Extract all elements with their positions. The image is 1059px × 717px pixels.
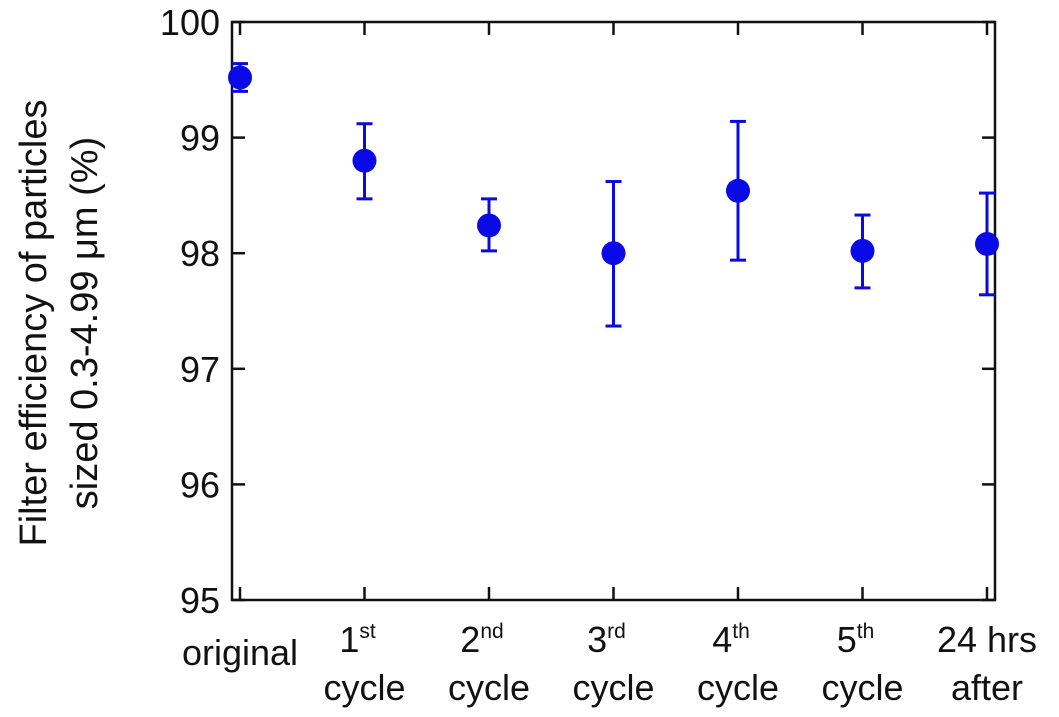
x-category-label-line2: cycle <box>323 667 405 708</box>
data-point <box>975 231 999 256</box>
data-point <box>601 241 626 266</box>
x-category-label-main: 5 <box>837 619 857 660</box>
y-tick-label: 100 <box>160 2 220 43</box>
x-category-label-line2: cycle <box>821 667 903 708</box>
x-category-label-main: 4 <box>712 619 732 660</box>
x-ticks: original 1stcycle2ndcycle3rdcycle4thcycle… <box>182 22 1037 708</box>
y-ticks: 95 96 97 98 99 100 <box>160 2 995 621</box>
data-point <box>850 238 875 263</box>
x-category-label-main: 24 hrs <box>937 619 1037 660</box>
x-category-label-sup: th <box>732 620 750 643</box>
x-category-label-line2: cycle <box>448 667 530 708</box>
y-tick-label: 98 <box>180 233 220 274</box>
y-tick-label: 95 <box>180 580 220 621</box>
y-tick-label: 96 <box>180 464 220 505</box>
x-category-label-sup: rd <box>607 620 626 643</box>
data-points <box>228 65 999 266</box>
x-category-label-line1: 5th <box>837 619 875 660</box>
data-point <box>352 148 377 173</box>
error-bars <box>232 62 995 328</box>
x-category-label-line2: after <box>951 667 1023 708</box>
y-axis-title-line: Filter efficiency of particles <box>13 99 55 546</box>
x-category-label: original <box>182 632 298 673</box>
x-category-label-main: 2 <box>460 619 480 660</box>
x-category-label-line2: cycle <box>572 667 654 708</box>
x-category-label-sup: th <box>857 620 875 643</box>
x-category-label-line1: 24 hrs <box>937 619 1037 660</box>
y-axis-title-line: sized 0.3-4.99 μm (%) <box>64 137 106 509</box>
x-category-label-main: 3 <box>587 619 607 660</box>
data-point <box>726 178 750 203</box>
y-axis-title: Filter efficiency of particles sized 0.3-… <box>13 99 106 546</box>
x-category-label-sup: st <box>359 620 376 643</box>
data-point <box>477 213 501 238</box>
x-category-label-line1: 3rd <box>587 619 626 660</box>
x-category-label-line1: 4th <box>712 619 750 660</box>
data-point <box>228 65 252 90</box>
x-category-label-line1: 1st <box>339 619 376 660</box>
x-category-label-line1: 2nd <box>460 619 503 660</box>
y-tick-label: 97 <box>180 349 220 390</box>
x-category-label-main: 1 <box>339 619 359 660</box>
x-category-label-line2: cycle <box>697 667 779 708</box>
y-tick-label: 99 <box>180 118 220 159</box>
x-category-label-sup: nd <box>480 620 503 643</box>
